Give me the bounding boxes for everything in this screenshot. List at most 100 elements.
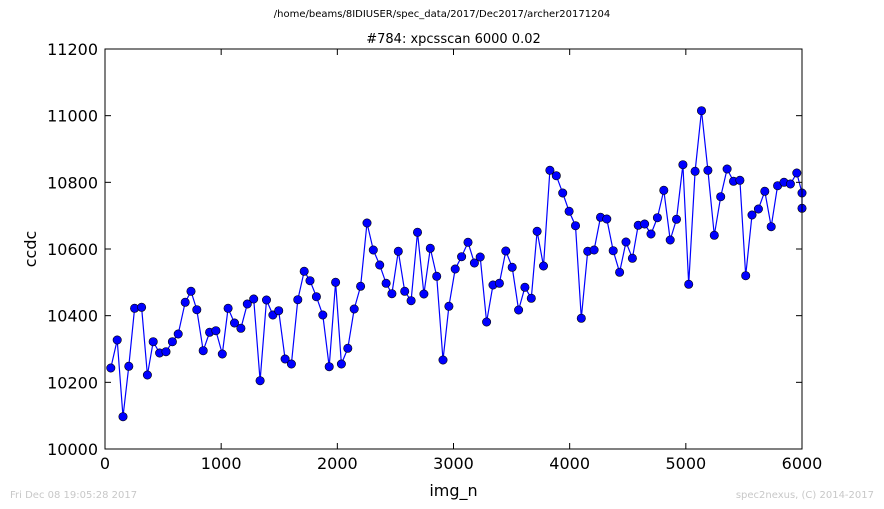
data-point: [356, 281, 366, 291]
data-point: [137, 302, 147, 312]
x-tick-label: 3000: [433, 454, 474, 473]
y-tick-label: 11200: [47, 40, 98, 59]
data-point: [412, 227, 422, 237]
data-point: [570, 221, 580, 231]
y-tick-label: 10400: [47, 307, 98, 326]
data-point: [482, 317, 492, 327]
chart-title: #784: xpcsscan 6000 0.02: [366, 32, 541, 47]
data-point: [722, 164, 732, 174]
x-tick-label: 0: [100, 454, 110, 473]
data-point: [741, 271, 751, 281]
data-point: [419, 289, 429, 299]
data-point: [678, 160, 688, 170]
data-point: [106, 363, 116, 373]
data-point: [696, 106, 706, 116]
y-tick-label: 10000: [47, 440, 98, 459]
y-tick-label: 10600: [47, 240, 98, 259]
data-point: [280, 354, 290, 364]
data-point: [343, 343, 353, 353]
y-tick-label: 10800: [47, 173, 98, 192]
data-point: [230, 318, 240, 328]
credit-footer: spec2nexus, (C) 2014-2017: [735, 490, 874, 501]
data-point: [671, 214, 681, 224]
data-point: [211, 326, 221, 336]
x-tick-label: 1000: [201, 454, 242, 473]
data-point: [223, 303, 233, 313]
y-axis-label: ccdc: [21, 231, 40, 268]
data-point: [387, 289, 397, 299]
data-point: [507, 262, 517, 272]
data-point: [112, 335, 122, 345]
data-point: [760, 186, 770, 196]
data-point: [305, 276, 315, 286]
data-point: [659, 185, 669, 195]
data-point: [318, 310, 328, 320]
data-point: [501, 246, 511, 256]
data-point: [684, 279, 694, 289]
data-point: [469, 258, 479, 268]
data-point: [255, 376, 265, 386]
data-point: [444, 301, 454, 311]
data-point: [716, 192, 726, 202]
data-point: [331, 277, 341, 287]
data-point: [564, 206, 574, 216]
x-tick-label: 5000: [665, 454, 706, 473]
data-point: [432, 271, 442, 281]
data-point: [520, 282, 530, 292]
data-point: [602, 214, 612, 224]
data-point: [551, 171, 561, 181]
data-point: [538, 261, 548, 271]
data-point: [293, 295, 303, 305]
data-point: [349, 304, 359, 314]
data-point: [514, 305, 524, 315]
data-point: [785, 179, 795, 189]
data-point: [747, 210, 757, 220]
data-point: [615, 267, 625, 277]
y-tick-label: 11000: [47, 107, 98, 126]
data-point: [362, 218, 372, 228]
data-point: [406, 296, 416, 306]
data-point: [198, 346, 208, 356]
data-point: [192, 305, 202, 315]
data-point: [545, 165, 555, 175]
data-point: [494, 278, 504, 288]
data-point: [381, 278, 391, 288]
x-axis-label: img_n: [429, 481, 477, 501]
data-point: [457, 252, 467, 262]
data-point: [286, 359, 296, 369]
data-point: [400, 286, 410, 296]
data-point: [646, 229, 656, 239]
data-point: [242, 299, 252, 309]
data-point: [621, 237, 631, 247]
data-point: [735, 175, 745, 185]
x-tick-label: 6000: [782, 454, 823, 473]
data-point: [124, 361, 134, 371]
data-point: [526, 293, 536, 303]
data-point: [186, 286, 196, 296]
data-point: [217, 349, 227, 359]
data-point: [368, 245, 378, 255]
data-point: [608, 246, 618, 256]
data-point: [375, 260, 385, 270]
data-point: [173, 329, 183, 339]
data-point: [463, 237, 473, 247]
data-point: [532, 226, 542, 236]
data-point: [393, 246, 403, 256]
data-point: [299, 266, 309, 276]
data-point: [425, 243, 435, 253]
data-point: [766, 222, 776, 232]
data-point: [475, 252, 485, 262]
data-point: [161, 347, 171, 357]
data-point: [142, 370, 152, 380]
data-point: [576, 313, 586, 323]
file-path-suptitle: /home/beams/8IDIUSER/spec_data/2017/Dec2…: [273, 9, 611, 20]
data-point: [274, 306, 284, 316]
data-point: [324, 362, 334, 372]
data-point: [792, 168, 802, 178]
data-point: [438, 355, 448, 365]
data-point: [589, 245, 599, 255]
data-point: [753, 204, 763, 214]
data-point: [261, 295, 271, 305]
data-point: [236, 323, 246, 333]
